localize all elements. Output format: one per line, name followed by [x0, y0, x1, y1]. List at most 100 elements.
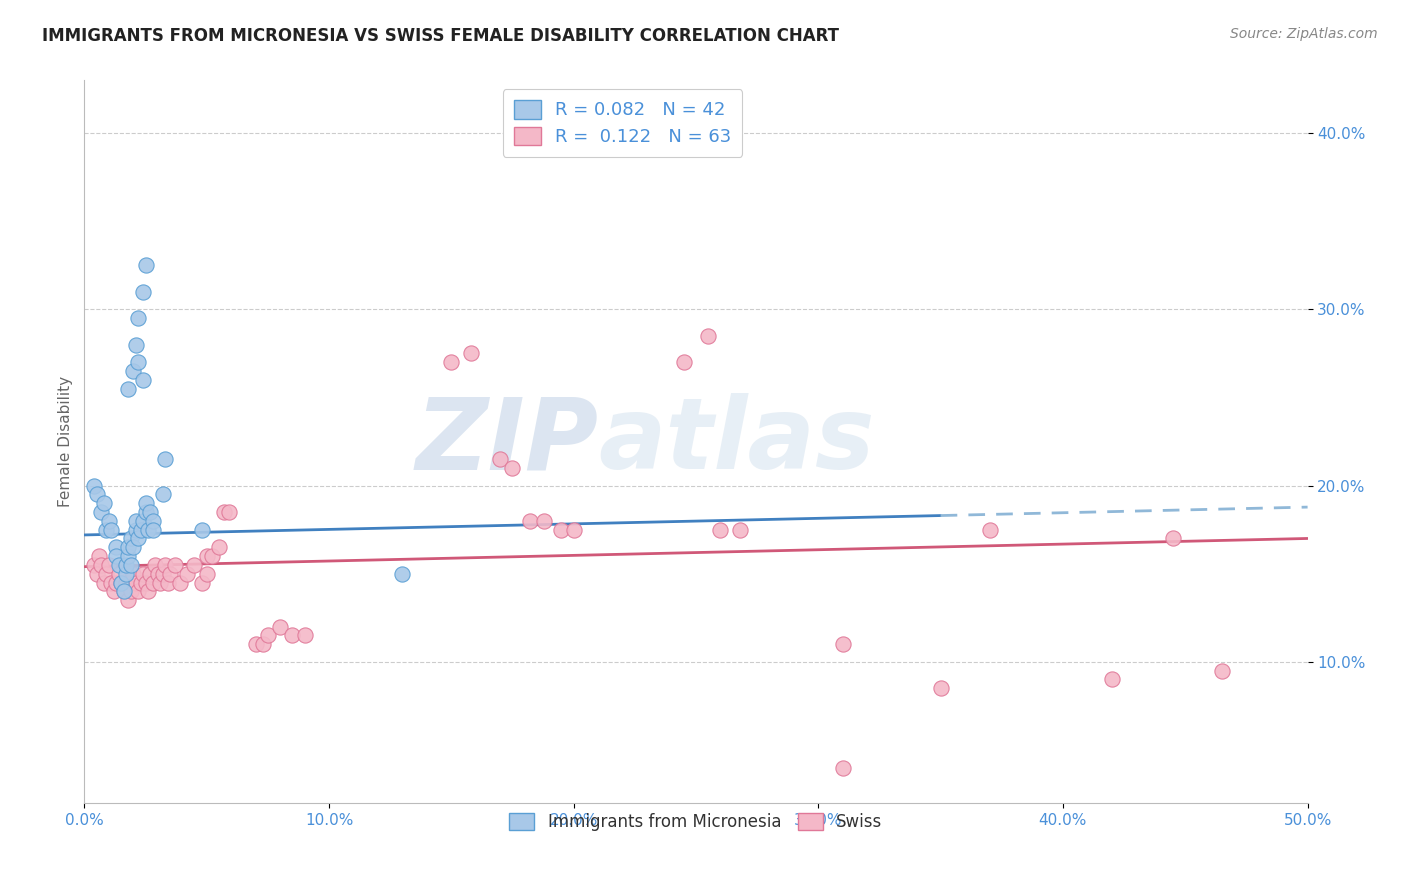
Point: [115, 575, 138, 590]
Point: [136, 523, 159, 537]
Text: ZIP: ZIP: [415, 393, 598, 490]
Point: [502, 461, 524, 475]
Point: [117, 593, 139, 607]
Point: [135, 505, 157, 519]
Point: [135, 258, 157, 272]
Point: [120, 558, 142, 572]
Point: [110, 575, 132, 590]
Point: [129, 575, 152, 590]
Point: [200, 549, 222, 563]
Point: [391, 566, 413, 581]
Point: [831, 760, 853, 774]
Point: [115, 566, 138, 581]
Text: atlas: atlas: [598, 393, 875, 490]
Point: [96, 566, 118, 581]
Point: [120, 584, 142, 599]
Point: [519, 514, 541, 528]
Point: [142, 523, 165, 537]
Point: [132, 285, 155, 299]
Point: [122, 566, 145, 581]
Point: [176, 566, 198, 581]
Point: [139, 505, 162, 519]
Point: [142, 575, 165, 590]
Point: [132, 566, 155, 581]
Point: [120, 532, 142, 546]
Point: [195, 549, 218, 563]
Point: [125, 514, 148, 528]
Text: Source: ZipAtlas.com: Source: ZipAtlas.com: [1230, 27, 1378, 41]
Point: [125, 337, 148, 351]
Legend: Immigrants from Micronesia, Swiss: Immigrants from Micronesia, Swiss: [503, 806, 889, 838]
Point: [96, 523, 118, 537]
Point: [929, 681, 952, 696]
Point: [1101, 673, 1123, 687]
Point: [156, 575, 179, 590]
Point: [1211, 664, 1233, 678]
Point: [460, 346, 482, 360]
Point: [97, 558, 120, 572]
Point: [129, 523, 152, 537]
Point: [132, 514, 155, 528]
Point: [533, 514, 555, 528]
Point: [294, 628, 316, 642]
Point: [183, 558, 205, 572]
Point: [117, 382, 139, 396]
Point: [550, 523, 572, 537]
Point: [103, 584, 125, 599]
Point: [122, 364, 145, 378]
Point: [117, 541, 139, 555]
Point: [105, 549, 128, 563]
Point: [153, 452, 176, 467]
Point: [191, 575, 214, 590]
Point: [112, 584, 135, 599]
Point: [831, 637, 853, 651]
Point: [112, 584, 135, 599]
Point: [139, 566, 162, 581]
Point: [252, 637, 274, 651]
Point: [135, 575, 157, 590]
Point: [127, 532, 149, 546]
Point: [90, 558, 112, 572]
Point: [107, 566, 129, 581]
Point: [127, 311, 149, 326]
Point: [152, 487, 174, 501]
Point: [127, 584, 149, 599]
Point: [195, 566, 218, 581]
Point: [281, 628, 304, 642]
Point: [191, 523, 214, 537]
Point: [257, 628, 280, 642]
Point: [208, 541, 231, 555]
Point: [117, 549, 139, 563]
Point: [132, 373, 155, 387]
Point: [135, 496, 157, 510]
Point: [125, 523, 148, 537]
Point: [107, 558, 129, 572]
Point: [105, 575, 128, 590]
Y-axis label: Female Disability: Female Disability: [58, 376, 73, 508]
Point: [125, 575, 148, 590]
Point: [149, 575, 172, 590]
Point: [86, 487, 108, 501]
Point: [1161, 532, 1184, 546]
Point: [697, 328, 720, 343]
Text: IMMIGRANTS FROM MICRONESIA VS SWISS FEMALE DISABILITY CORRELATION CHART: IMMIGRANTS FROM MICRONESIA VS SWISS FEMA…: [42, 27, 839, 45]
Point: [90, 505, 112, 519]
Point: [979, 523, 1001, 537]
Point: [122, 541, 145, 555]
Point: [218, 505, 240, 519]
Point: [489, 452, 512, 467]
Point: [115, 558, 138, 572]
Point: [153, 558, 176, 572]
Point: [83, 478, 105, 492]
Point: [728, 523, 751, 537]
Point: [100, 575, 122, 590]
Point: [169, 575, 191, 590]
Point: [83, 558, 105, 572]
Point: [136, 584, 159, 599]
Point: [110, 575, 132, 590]
Point: [87, 549, 110, 563]
Point: [146, 566, 169, 581]
Point: [212, 505, 235, 519]
Point: [100, 523, 122, 537]
Point: [97, 514, 120, 528]
